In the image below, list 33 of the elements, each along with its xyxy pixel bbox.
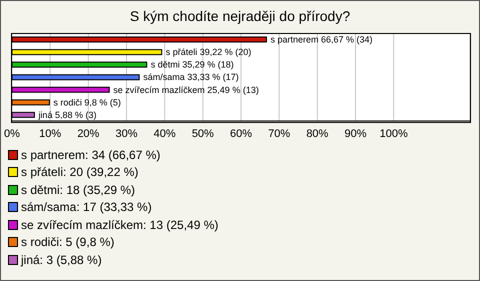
bar bbox=[12, 74, 140, 80]
x-tick-label: 60% bbox=[230, 128, 252, 140]
category-label: sám/sama 33,33 % (17) bbox=[143, 72, 239, 82]
category-label: se zvířecím mazlíčkem 25,49 % (13) bbox=[113, 84, 259, 95]
x-tick-label: 80% bbox=[306, 128, 329, 140]
chart-title: S kým chodíte nejraději do přírody? bbox=[128, 8, 352, 24]
bar bbox=[12, 49, 162, 56]
text: jiná: 3 (5,88 %) bbox=[21, 252, 102, 267]
text: se zvířecím mazlíčkem: 13 (25,49 %) bbox=[21, 218, 218, 232]
text: s partnerem: 34 (66,67 %) bbox=[21, 148, 160, 162]
bar bbox=[12, 36, 267, 42]
text: s přáteli: 20 (39,22 %) bbox=[21, 165, 138, 180]
text: sám/sama: 17 (33,33 %) bbox=[21, 200, 152, 214]
x-tick-label: 30% bbox=[115, 128, 138, 140]
category-label: s dětmi 35,29 % (18) bbox=[150, 60, 234, 70]
x-tick-label: 10% bbox=[39, 128, 62, 140]
x-tick-label: 70% bbox=[268, 128, 290, 140]
x-tick-label: 90% bbox=[344, 128, 367, 140]
text: s dětmi: 18 (35,29 %) bbox=[21, 182, 136, 197]
category-label: s rodiči 9,8 % (5) bbox=[53, 97, 121, 108]
bar bbox=[12, 112, 35, 118]
text: s rodiči: 5 (9,8 %) bbox=[21, 235, 114, 250]
bar bbox=[12, 99, 50, 106]
category-label: s přáteli 39,22 % (20) bbox=[166, 47, 252, 58]
x-tick-label: 100% bbox=[380, 128, 408, 140]
x-tick-label: 0% bbox=[4, 128, 20, 140]
bar bbox=[12, 86, 110, 93]
category-label: jiná 5,88 % (3) bbox=[38, 110, 96, 120]
bar bbox=[12, 62, 148, 68]
x-tick-label: 40% bbox=[154, 128, 176, 140]
x-tick-label: 50% bbox=[192, 128, 214, 140]
x-tick-label: 20% bbox=[77, 128, 100, 140]
category-label: s partnerem 66,67 % (34) bbox=[270, 34, 373, 44]
